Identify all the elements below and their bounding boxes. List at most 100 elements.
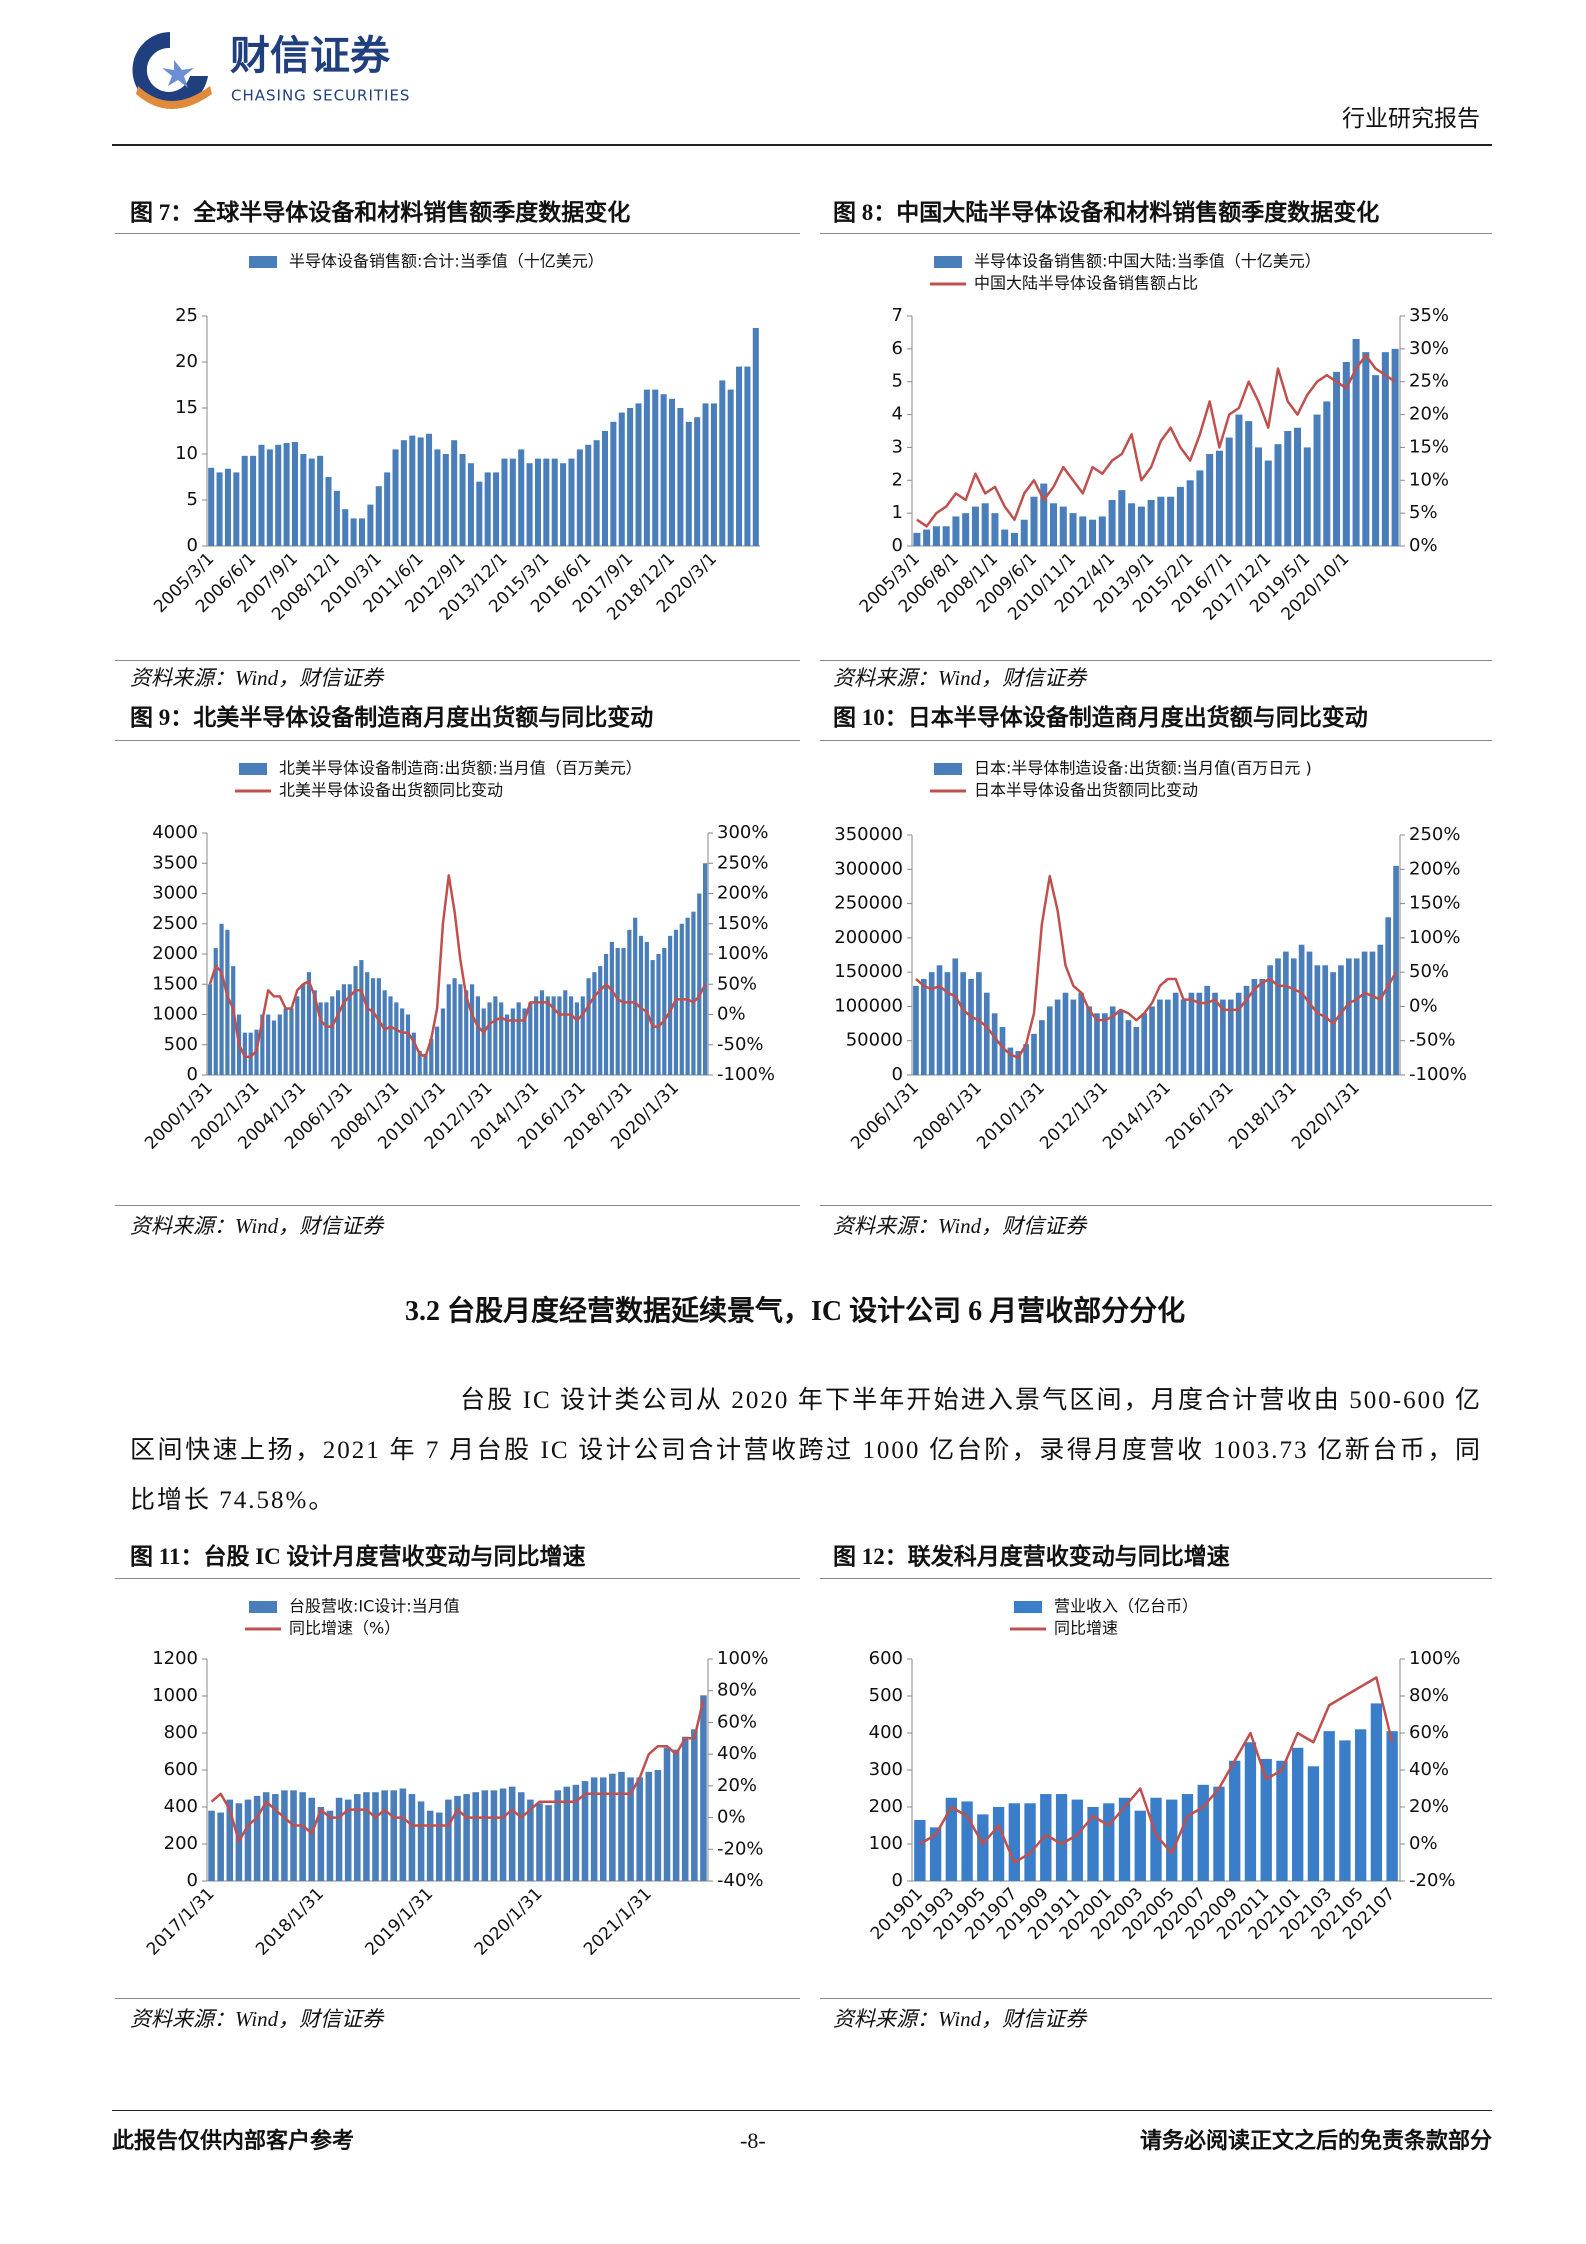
bar xyxy=(1062,992,1069,1075)
bar xyxy=(736,366,743,546)
bar xyxy=(399,1788,407,1881)
y-tick-label: 25 xyxy=(175,305,198,326)
chart: 营业收入（亿台币） 同比增速 0 100 200 300 400 500 600 -20% 0% 20… xyxy=(867,1597,1461,1944)
bar xyxy=(490,1790,498,1881)
bar xyxy=(1030,496,1038,546)
bar xyxy=(652,389,659,546)
bar xyxy=(1023,1044,1029,1075)
bar xyxy=(283,442,290,546)
bar xyxy=(672,1749,680,1881)
bar xyxy=(654,1770,662,1881)
y-tick-label: 350000 xyxy=(834,824,903,845)
bar xyxy=(1244,1742,1257,1881)
bar xyxy=(1020,519,1028,546)
bar xyxy=(394,1002,399,1075)
y-tick-label: 500 xyxy=(164,1034,198,1055)
bar xyxy=(1377,944,1384,1075)
legend-swatch xyxy=(249,256,277,268)
bar xyxy=(999,1027,1006,1075)
bar xyxy=(1264,460,1272,546)
bar xyxy=(1118,490,1126,546)
bar xyxy=(526,463,533,546)
legend-label: 日本:半导体制造设备:出货额:当月值(百万日元 ) xyxy=(974,759,1312,778)
bar xyxy=(961,1801,973,1881)
bar xyxy=(913,985,919,1075)
bar xyxy=(551,458,558,546)
bar xyxy=(1225,437,1233,546)
y-tick-label: 0 xyxy=(187,1064,198,1085)
bar xyxy=(423,1053,428,1075)
bar xyxy=(501,458,508,546)
bar xyxy=(1102,1013,1108,1075)
bar xyxy=(376,978,381,1075)
bar xyxy=(1133,1027,1140,1075)
x-tick-label: 2020/1/31 xyxy=(471,1884,547,1960)
y-tick-label: 1000 xyxy=(152,1004,198,1025)
bar xyxy=(417,1801,425,1881)
bar xyxy=(928,972,935,1075)
bar xyxy=(977,1814,989,1881)
bar xyxy=(499,1788,507,1881)
figure-source: 资料来源：Wind，财信证券 xyxy=(833,1214,1087,1238)
logo-star xyxy=(162,60,194,88)
bar xyxy=(1157,999,1163,1075)
bar xyxy=(308,1797,316,1881)
bar xyxy=(669,398,676,546)
bar xyxy=(534,996,539,1075)
line xyxy=(208,874,707,1059)
bar xyxy=(464,990,469,1075)
x-tick-label: 2020/1/31 xyxy=(1288,1078,1364,1154)
bar xyxy=(446,984,451,1075)
legend-label: 台股营收:IC设计:当月值 xyxy=(289,1597,460,1616)
bar xyxy=(266,449,273,546)
bar xyxy=(208,467,215,546)
bar xyxy=(382,990,387,1075)
y2-tick-label: 250% xyxy=(717,852,768,873)
legend-label: 中国大陆半导体设备销售额占比 xyxy=(974,274,1198,293)
bar xyxy=(510,1008,515,1075)
bar xyxy=(1284,431,1292,546)
bar xyxy=(576,449,583,546)
bar xyxy=(275,444,282,546)
y2-tick-label: 60% xyxy=(717,1711,757,1732)
figure-title: 图 9：北美半导体设备制造商月度出货额与同比变动 xyxy=(130,705,654,730)
bar xyxy=(627,1777,634,1881)
bar xyxy=(436,1812,443,1881)
legend-swatch xyxy=(934,763,962,775)
legend-label: 半导体设备销售额:中国大陆:当季值（十亿美元） xyxy=(974,252,1321,271)
bar xyxy=(467,463,474,546)
bar xyxy=(1024,1803,1036,1881)
bar xyxy=(1046,1006,1053,1075)
bar xyxy=(528,1002,533,1075)
bar xyxy=(609,941,614,1075)
bar xyxy=(981,503,989,546)
bar xyxy=(551,996,556,1075)
line xyxy=(916,354,1396,528)
bar xyxy=(1181,1794,1194,1881)
bar xyxy=(1103,1803,1115,1881)
bar xyxy=(226,1799,234,1881)
bar xyxy=(417,437,424,546)
legend-swatch xyxy=(249,1601,277,1613)
bar xyxy=(681,1736,689,1881)
figure-title: 图 7：全球半导体设备和材料销售额季度数据变化 xyxy=(130,200,631,225)
bar xyxy=(445,1799,452,1881)
figure-source: 资料来源：Wind，财信证券 xyxy=(833,2007,1087,2031)
bar xyxy=(306,972,312,1075)
bar xyxy=(1176,486,1184,546)
bar xyxy=(241,455,248,546)
bar xyxy=(1354,1729,1367,1881)
figure-title: 图 8：中国大陆半导体设备和材料销售额季度数据变化 xyxy=(833,200,1380,225)
bar xyxy=(440,1008,446,1075)
y2-tick-label: 0% xyxy=(717,1807,746,1828)
bar xyxy=(344,1799,352,1881)
y2-tick-label: -20% xyxy=(717,1838,764,1859)
bar xyxy=(1339,1740,1351,1881)
bar xyxy=(1172,992,1179,1075)
bar xyxy=(299,1792,306,1881)
bar xyxy=(1071,1799,1083,1881)
source-rule xyxy=(115,660,800,661)
bar xyxy=(1180,999,1187,1075)
bar xyxy=(458,984,463,1075)
